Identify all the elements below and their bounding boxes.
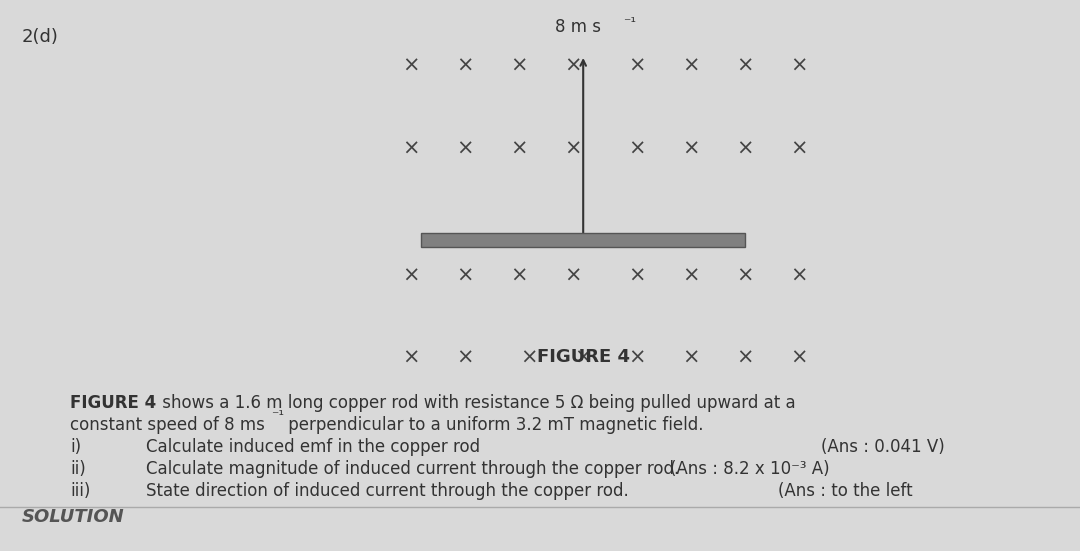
Text: i): i) xyxy=(70,438,81,456)
Text: perpendicular to a uniform 3.2 mT magnetic field.: perpendicular to a uniform 3.2 mT magnet… xyxy=(283,416,703,434)
Text: FIGURE 4: FIGURE 4 xyxy=(537,348,630,366)
Text: ×: × xyxy=(737,56,754,76)
Text: ×: × xyxy=(629,266,646,285)
Text: ×: × xyxy=(456,266,473,285)
Text: (Ans : 8.2 x 10⁻³ A): (Ans : 8.2 x 10⁻³ A) xyxy=(670,460,829,478)
Text: SOLUTION: SOLUTION xyxy=(22,508,124,526)
Text: ×: × xyxy=(510,56,527,76)
Text: ×: × xyxy=(575,348,592,368)
Text: ×: × xyxy=(683,266,700,285)
Text: ×: × xyxy=(456,56,473,76)
Text: ×: × xyxy=(683,56,700,76)
Text: ×: × xyxy=(510,266,527,285)
FancyBboxPatch shape xyxy=(421,233,745,247)
Text: ×: × xyxy=(737,266,754,285)
Text: ×: × xyxy=(564,56,581,76)
Text: ×: × xyxy=(629,348,646,368)
Text: ×: × xyxy=(564,266,581,285)
Text: ×: × xyxy=(402,56,419,76)
Text: ×: × xyxy=(629,139,646,159)
Text: ×: × xyxy=(791,348,808,368)
Text: 2(d): 2(d) xyxy=(22,28,58,46)
Text: (Ans : 0.041 V): (Ans : 0.041 V) xyxy=(821,438,945,456)
Text: ×: × xyxy=(564,139,581,159)
Text: ×: × xyxy=(791,139,808,159)
Text: ×: × xyxy=(402,348,419,368)
Text: ×: × xyxy=(737,348,754,368)
Text: ×: × xyxy=(456,139,473,159)
Text: iii): iii) xyxy=(70,482,91,500)
Text: ⁻¹: ⁻¹ xyxy=(271,409,284,423)
Text: 8 m s: 8 m s xyxy=(555,18,600,36)
Text: ×: × xyxy=(521,348,538,368)
Text: ×: × xyxy=(683,348,700,368)
Text: constant speed of 8 ms: constant speed of 8 ms xyxy=(70,416,265,434)
Text: Calculate induced emf in the copper rod: Calculate induced emf in the copper rod xyxy=(146,438,480,456)
Text: shows a 1.6 m long copper rod with resistance 5 Ω being pulled upward at a: shows a 1.6 m long copper rod with resis… xyxy=(157,394,795,412)
Text: ×: × xyxy=(402,139,419,159)
Text: ×: × xyxy=(683,139,700,159)
Text: ⁻¹: ⁻¹ xyxy=(623,17,636,30)
Text: ×: × xyxy=(402,266,419,285)
Text: State direction of induced current through the copper rod.: State direction of induced current throu… xyxy=(146,482,629,500)
Text: ×: × xyxy=(510,139,527,159)
Text: (Ans : to the left: (Ans : to the left xyxy=(778,482,913,500)
Text: ×: × xyxy=(629,56,646,76)
Text: ii): ii) xyxy=(70,460,86,478)
Text: ×: × xyxy=(791,56,808,76)
Text: ×: × xyxy=(791,266,808,285)
Text: ×: × xyxy=(456,348,473,368)
Text: ×: × xyxy=(737,139,754,159)
Text: Calculate magnitude of induced current through the copper rod.: Calculate magnitude of induced current t… xyxy=(146,460,679,478)
Text: FIGURE 4: FIGURE 4 xyxy=(70,394,157,412)
